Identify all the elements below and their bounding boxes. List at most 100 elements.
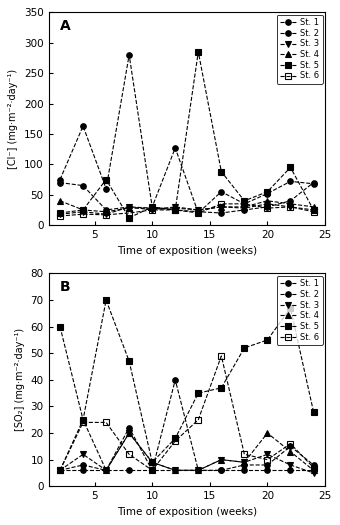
St. 5: [311, 408, 316, 415]
St. 3: [104, 211, 108, 217]
St. 2: [104, 185, 108, 192]
St. 2: [58, 467, 62, 474]
St. 6: [311, 465, 316, 471]
St. 6: [196, 210, 200, 216]
St. 6: [196, 417, 200, 423]
St. 2: [81, 462, 85, 468]
St. 2: [104, 467, 108, 474]
St. 1: [58, 180, 62, 186]
St. 1: [219, 210, 223, 216]
St. 4: [150, 459, 154, 466]
Line: St. 3: St. 3: [57, 201, 316, 217]
St. 3: [311, 207, 316, 213]
St. 3: [196, 467, 200, 474]
Text: A: A: [59, 19, 70, 33]
St. 5: [196, 390, 200, 396]
St. 1: [150, 467, 154, 474]
Line: St. 2: St. 2: [57, 377, 316, 473]
St. 6: [104, 212, 108, 218]
Legend: St. 1, St. 2, St. 3, St. 4, St. 5, St. 6: St. 1, St. 2, St. 3, St. 4, St. 5, St. 6: [277, 15, 323, 84]
St. 3: [58, 467, 62, 474]
St. 3: [288, 204, 292, 210]
St. 4: [104, 467, 108, 474]
St. 6: [58, 467, 62, 474]
St. 5: [81, 207, 85, 213]
St. 4: [311, 204, 316, 210]
St. 5: [104, 176, 108, 183]
St. 3: [242, 205, 246, 211]
Line: St. 6: St. 6: [57, 353, 316, 473]
St. 2: [288, 178, 292, 184]
St. 1: [219, 467, 223, 474]
St. 4: [150, 205, 154, 211]
Line: St. 5: St. 5: [57, 297, 316, 465]
St. 2: [219, 188, 223, 195]
St. 4: [242, 459, 246, 466]
St. 6: [81, 211, 85, 217]
St. 2: [242, 462, 246, 468]
St. 3: [219, 457, 223, 463]
Y-axis label: [SO₂] (mg·m⁻²·day⁻¹): [SO₂] (mg·m⁻²·day⁻¹): [15, 328, 25, 432]
St. 3: [81, 451, 85, 457]
St. 2: [288, 443, 292, 449]
St. 2: [173, 145, 177, 151]
St. 1: [242, 467, 246, 474]
St. 4: [58, 198, 62, 204]
St. 1: [127, 467, 131, 474]
St. 4: [266, 198, 270, 204]
Line: St. 6: St. 6: [57, 201, 316, 219]
St. 2: [266, 462, 270, 468]
St. 6: [127, 210, 131, 216]
St. 1: [311, 180, 316, 186]
St. 4: [219, 204, 223, 210]
St. 5: [127, 358, 131, 364]
St. 1: [81, 183, 85, 189]
St. 5: [219, 385, 223, 391]
Line: St. 2: St. 2: [57, 52, 316, 216]
Line: St. 3: St. 3: [57, 430, 316, 476]
St. 2: [242, 201, 246, 207]
St. 5: [127, 215, 131, 221]
St. 1: [104, 467, 108, 474]
St. 1: [173, 467, 177, 474]
St. 3: [266, 201, 270, 207]
St. 4: [127, 430, 131, 436]
St. 3: [127, 430, 131, 436]
St. 3: [150, 207, 154, 213]
St. 5: [219, 169, 223, 175]
St. 4: [173, 467, 177, 474]
St. 6: [58, 213, 62, 219]
St. 4: [81, 417, 85, 423]
Legend: St. 1, St. 2, St. 3, St. 4, St. 5, St. 6: St. 1, St. 2, St. 3, St. 4, St. 5, St. 6: [277, 276, 323, 345]
St. 1: [196, 208, 200, 215]
St. 6: [266, 457, 270, 463]
St. 4: [127, 205, 131, 211]
St. 5: [242, 345, 246, 351]
Line: St. 1: St. 1: [57, 467, 316, 473]
St. 5: [173, 207, 177, 213]
St. 2: [311, 181, 316, 187]
St. 4: [219, 457, 223, 463]
St. 3: [58, 211, 62, 217]
St. 3: [196, 207, 200, 213]
St. 5: [196, 49, 200, 55]
St. 2: [127, 425, 131, 431]
St. 2: [58, 176, 62, 183]
St. 5: [150, 459, 154, 466]
St. 3: [150, 459, 154, 466]
X-axis label: Time of exposition (weeks): Time of exposition (weeks): [117, 246, 257, 256]
St. 6: [127, 451, 131, 457]
St. 2: [219, 467, 223, 474]
St. 4: [81, 207, 85, 213]
St. 6: [311, 208, 316, 215]
Line: St. 4: St. 4: [57, 417, 316, 473]
Text: B: B: [59, 280, 70, 294]
St. 1: [288, 467, 292, 474]
St. 4: [196, 207, 200, 213]
Line: St. 5: St. 5: [57, 49, 316, 220]
St. 6: [81, 419, 85, 426]
St. 5: [266, 337, 270, 343]
St. 3: [311, 470, 316, 476]
St. 1: [173, 207, 177, 213]
St. 6: [288, 204, 292, 210]
